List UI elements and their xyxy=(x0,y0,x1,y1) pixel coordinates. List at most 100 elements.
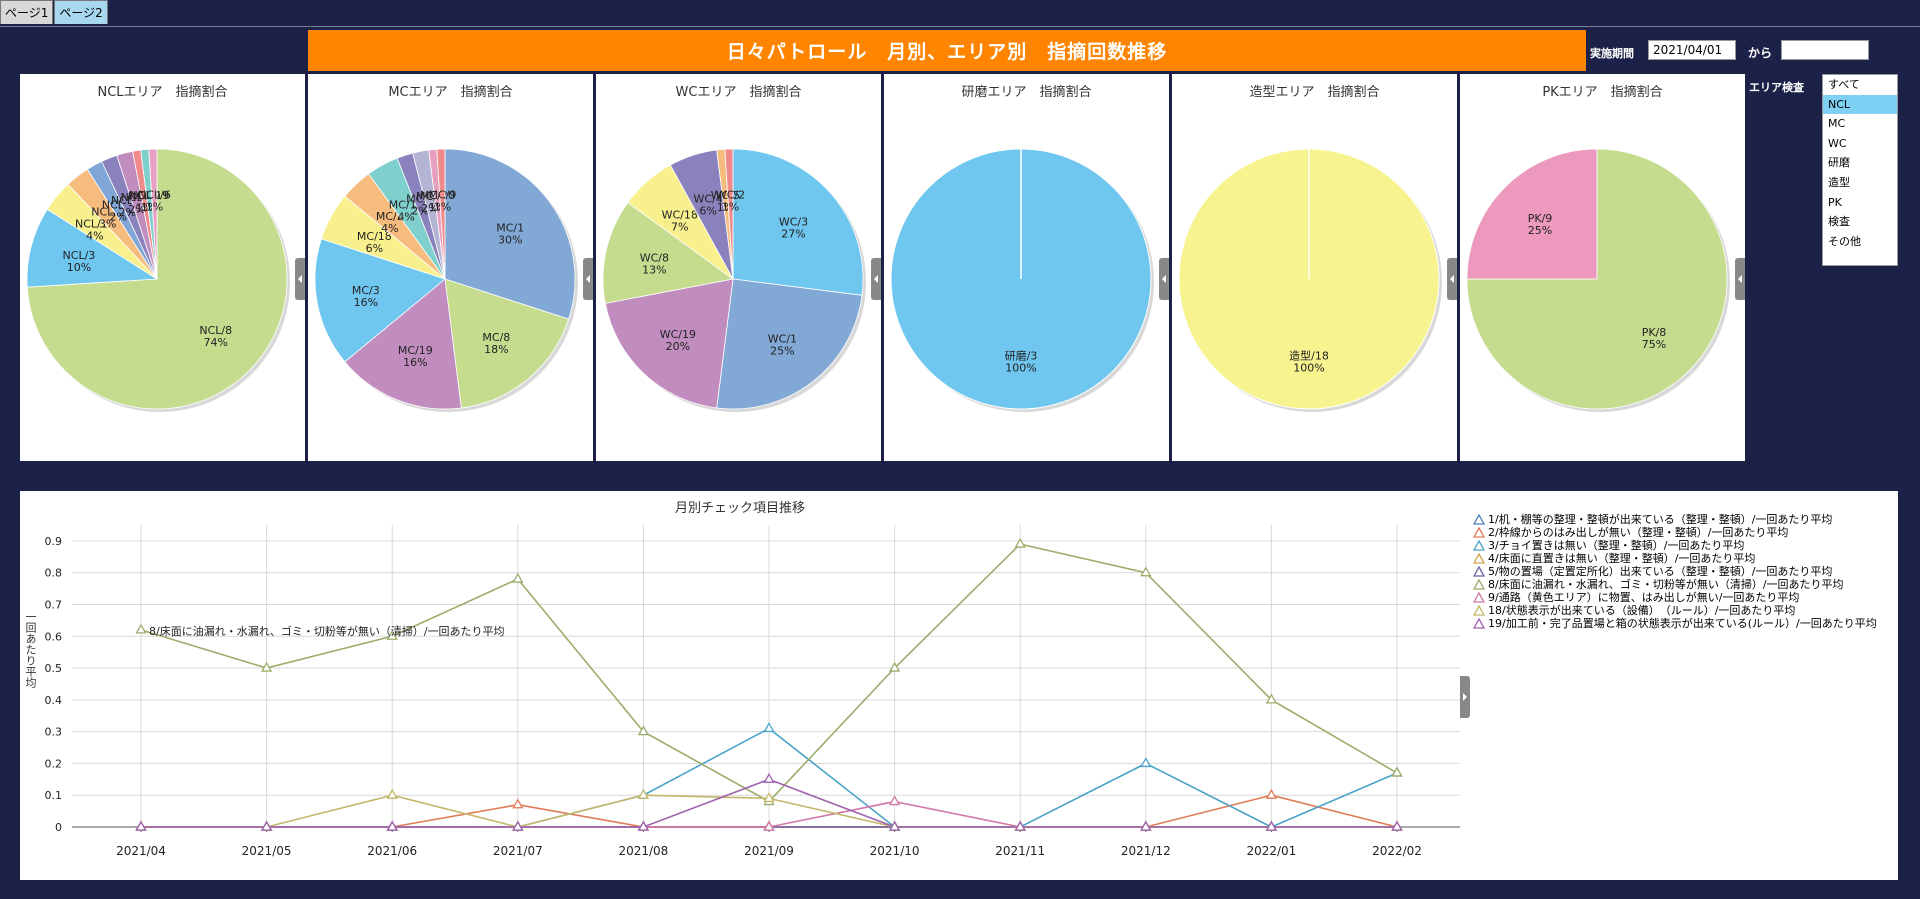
data-point[interactable] xyxy=(637,725,650,736)
pie-slice[interactable] xyxy=(444,148,576,320)
data-point[interactable] xyxy=(135,623,147,634)
pie-title: WCエリア 指摘割合 xyxy=(675,85,802,100)
data-point[interactable] xyxy=(888,661,901,672)
pie-slice[interactable] xyxy=(604,278,734,409)
pie-slice[interactable] xyxy=(436,148,446,280)
pie-slice[interactable] xyxy=(444,278,570,409)
pie-slice-pct: 1% xyxy=(434,200,451,213)
pie-slice-pct: 2% xyxy=(421,202,438,215)
data-point[interactable] xyxy=(386,820,398,831)
data-point[interactable] xyxy=(637,788,650,799)
area-option-other[interactable]: その他 xyxy=(1828,234,1861,248)
data-point[interactable] xyxy=(386,629,398,640)
pie-slice-pct: 10% xyxy=(67,261,91,274)
data-point[interactable] xyxy=(1265,788,1278,799)
pie-slice-label: WC/1 xyxy=(768,333,797,346)
data-point[interactable] xyxy=(888,820,901,831)
pie-title: MCエリア 指摘割合 xyxy=(388,85,513,100)
area-option-wc[interactable]: WC xyxy=(1828,136,1847,150)
collapse-handle[interactable] xyxy=(1159,258,1169,300)
pie-slice[interactable] xyxy=(716,278,863,410)
data-point[interactable] xyxy=(763,772,775,783)
triangle-icon xyxy=(1473,605,1485,616)
data-point[interactable] xyxy=(888,795,901,806)
area-filter-list[interactable]: すべて NCL MC WC 研磨 造型 PK 検査 その他 xyxy=(1822,74,1898,266)
legend-label: 1/机・棚等の整理・整頓が出来ている（整理・整頓）/一回あたり平均 xyxy=(1488,513,1833,526)
pie-slice[interactable] xyxy=(344,278,462,410)
data-point[interactable] xyxy=(1140,757,1152,768)
legend-item[interactable]: 18/状態表示が出来ている（設備） （ルール）/一回あたり平均 xyxy=(1473,604,1898,617)
area-option-zoukei[interactable]: 造型 xyxy=(1828,175,1850,189)
y-tick-label: 0.1 xyxy=(45,789,63,802)
data-point[interactable] xyxy=(637,820,650,831)
data-point[interactable] xyxy=(1391,766,1403,777)
legend-label: 18/状態表示が出来ている（設備） （ルール）/一回あたり平均 xyxy=(1488,604,1796,617)
collapse-handle[interactable] xyxy=(1447,258,1457,300)
data-point[interactable] xyxy=(386,788,398,799)
legend-item[interactable]: 8/床面に油漏れ・水漏れ、ゴミ・切粉等が無い（清掃）/一回あたり平均 xyxy=(1473,578,1898,591)
pie-panel-pk: PKエリア 指摘割合 PK/8 75% PK/9 25% xyxy=(1460,74,1747,461)
collapse-handle[interactable] xyxy=(583,258,593,300)
pie-slice-label: WC/18 xyxy=(662,209,698,222)
triangle-icon xyxy=(1473,514,1485,525)
legend-item[interactable]: 4/床面に直置きは無い（整理・整頓）/一回あたり平均 xyxy=(1473,552,1898,565)
data-point[interactable] xyxy=(1014,537,1026,548)
legend-item[interactable]: 2/枠線からのはみ出しが無い（整理・整頓）/一回あたり平均 xyxy=(1473,526,1898,539)
data-point[interactable] xyxy=(763,792,775,803)
x-tick-label: 2021/05 xyxy=(242,844,292,858)
data-point[interactable] xyxy=(512,820,524,831)
collapse-handle[interactable] xyxy=(295,258,305,300)
pie-slice-label: WC/2 xyxy=(716,188,745,201)
triangle-icon xyxy=(1473,553,1485,564)
data-point[interactable] xyxy=(1265,820,1278,831)
area-option-kensa[interactable]: 検査 xyxy=(1828,215,1850,229)
data-point[interactable] xyxy=(763,820,775,831)
area-option-all[interactable]: すべて xyxy=(1828,78,1860,91)
y-tick-label: 0.9 xyxy=(45,535,63,548)
data-point[interactable] xyxy=(1140,820,1152,831)
data-point[interactable] xyxy=(1140,566,1152,577)
pie-panel-kenma: 研磨エリア 指摘割合 研磨/3 100% xyxy=(884,74,1171,461)
legend-item[interactable]: 5/物の置場（定置定所化）出来ている（整理・整頓）/一回あたり平均 xyxy=(1473,565,1898,578)
pie-slice-pct: 3% xyxy=(99,217,116,230)
area-option-ncl[interactable]: NCL xyxy=(1823,94,1897,115)
legend-item[interactable]: 3/チョイ置きは無い（整理・整頓）/一回あたり平均 xyxy=(1473,539,1898,552)
collapse-handle[interactable] xyxy=(871,258,881,300)
pie-title: NCLエリア 指摘割合 xyxy=(97,85,228,100)
pie-slice[interactable] xyxy=(1466,148,1598,280)
area-option-pk[interactable]: PK xyxy=(1828,195,1842,209)
period-start-input[interactable] xyxy=(1648,40,1736,60)
area-option-mc[interactable]: MC xyxy=(1828,117,1846,131)
data-point[interactable] xyxy=(135,820,147,831)
data-point[interactable] xyxy=(512,798,524,809)
pie-slice-pct: 100% xyxy=(1005,362,1036,375)
period-end-input[interactable] xyxy=(1781,40,1869,60)
data-point[interactable] xyxy=(260,820,273,831)
legend-item[interactable]: 9/通路（黄色エリア）に物置、はみ出しが無い/一回あたり平均 xyxy=(1473,591,1898,604)
tab-page2[interactable]: ページ2 xyxy=(54,0,108,24)
data-point[interactable] xyxy=(1391,820,1403,831)
legend-collapse-handle[interactable] xyxy=(1460,676,1470,718)
pie-slice[interactable] xyxy=(1466,148,1728,410)
area-option-kenma[interactable]: 研磨 xyxy=(1828,156,1850,170)
pie-slice[interactable] xyxy=(314,238,446,363)
pie-slice[interactable] xyxy=(732,148,864,296)
pie-slice[interactable] xyxy=(148,148,158,280)
data-point[interactable] xyxy=(763,722,775,733)
data-point[interactable] xyxy=(1014,820,1026,831)
pie-slice[interactable] xyxy=(602,202,734,304)
data-point[interactable] xyxy=(512,572,524,583)
pie-slice[interactable] xyxy=(26,208,159,288)
pie-slice-pct: 18% xyxy=(484,343,508,356)
legend-item[interactable]: 1/机・棚等の整理・整頓が出来ている（整理・整頓）/一回あたり平均 xyxy=(1473,513,1898,526)
pie-slice-pct: 2% xyxy=(119,206,136,219)
legend-item[interactable]: 19/加工前・完了品置場と箱の状態表示が出来ている(ルール）/一回あたり平均 xyxy=(1473,617,1898,630)
collapse-handle[interactable] xyxy=(1735,258,1745,300)
data-point[interactable] xyxy=(260,661,273,672)
pie-slice[interactable] xyxy=(724,148,734,280)
triangle-icon xyxy=(1473,566,1485,577)
tab-page1[interactable]: ページ1 xyxy=(0,0,54,24)
x-tick-label: 2021/04 xyxy=(116,844,166,858)
data-point[interactable] xyxy=(1265,693,1278,704)
